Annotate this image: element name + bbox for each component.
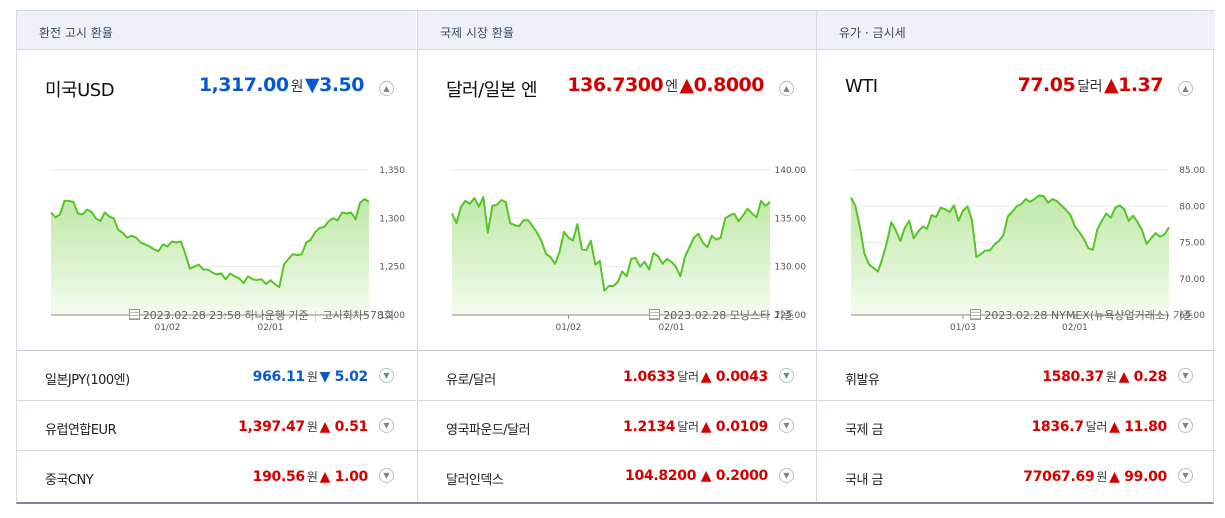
expand-toggle-button[interactable]: ▼ (379, 468, 394, 483)
y-tick-label: 130.00 (775, 263, 807, 273)
down-arrow-icon: ▼ (319, 369, 331, 385)
document-icon (649, 309, 661, 320)
x-tick-label: 01/03 (950, 323, 976, 333)
main-quote-value: 136.7300 엔 ▲0.8000 (567, 74, 764, 96)
area-fill (851, 195, 1169, 315)
expand-toggle-button[interactable]: ▼ (1178, 468, 1193, 483)
main-quote-name: 달러/일본 엔 (446, 80, 538, 101)
main-quote-name: WTI (845, 76, 878, 97)
expand-toggle-button[interactable]: ▼ (779, 418, 794, 433)
area-fill (452, 197, 770, 315)
main-quote-jpy[interactable]: 달러/일본 엔 136.7300 엔 ▲0.8000 ▲ 140.00 135.00 1… (418, 50, 816, 351)
expand-toggle-button[interactable]: ▼ (379, 418, 394, 433)
y-tick-label: 1,200 (379, 311, 405, 321)
y-tick-label: 75.00 (1179, 239, 1205, 249)
up-arrow-icon: ▲ (1109, 419, 1120, 435)
list-item[interactable]: 달러인덱스 104.8200 ▲ 0.2000 ▼ (418, 451, 816, 501)
down-arrow-icon: ▼ (304, 74, 320, 96)
x-tick-label: 01/02 (154, 323, 180, 333)
y-tick-label: 1,350 (379, 166, 405, 176)
collapse-toggle-button[interactable]: ▲ (1178, 81, 1193, 96)
panel-header: 환전 고시 환율 (17, 11, 416, 50)
y-tick-label: 1,250 (379, 263, 405, 273)
source-note: 2023.02.28 23:58 하나은행 기준 | 고시회차578회 (128, 307, 394, 323)
up-arrow-icon: ▲ (700, 468, 712, 484)
y-tick-label: 135.00 (775, 214, 807, 224)
up-arrow-icon: ▲ (319, 419, 331, 435)
x-tick-label: 02/01 (1062, 323, 1088, 333)
collapse-toggle-button[interactable]: ▲ (779, 81, 794, 96)
area-fill (51, 199, 369, 315)
main-quote-usd[interactable]: 미국USD 1,317.00 원 ▼3.50 ▲ 1,350 1,300 1,250 1,… (17, 50, 416, 351)
document-icon (128, 309, 140, 320)
panel-international-market: 국제 시장 환율 달러/일본 엔 136.7300 엔 ▲0.8000 ▲ 140.… (417, 11, 816, 502)
list-item[interactable]: 영국파운드/달러 1.2134 달러 ▲ 0.0109 ▼ (418, 401, 816, 451)
list-item[interactable]: 국내 금 77067.69 원 ▲ 99.00 ▼ (817, 451, 1215, 501)
chart-wti: 85.00 80.00 75.00 70.00 65.00 01/03 02/01 (850, 166, 1205, 333)
list-item[interactable]: 휘발유 1580.37 원 ▲ 0.28 ▼ (817, 351, 1215, 401)
expand-toggle-button[interactable]: ▼ (379, 368, 394, 383)
source-note: 2023.02.28 모닝스타 기준 (649, 307, 794, 323)
document-icon (970, 309, 982, 320)
main-quote-name: 미국USD (45, 80, 115, 101)
series-line (850, 194, 1170, 273)
expand-toggle-button[interactable]: ▼ (779, 368, 794, 383)
expand-toggle-button[interactable]: ▼ (779, 468, 794, 483)
list-item[interactable]: 일본JPY(100엔) 966.11 원 ▼ 5.02 ▼ (17, 351, 416, 401)
list-item[interactable]: 중국CNY 190.56 원 ▲ 1.00 ▼ (17, 451, 416, 501)
y-tick-label: 140.00 (775, 166, 807, 176)
series-line (50, 198, 370, 288)
up-arrow-icon: ▲ (1118, 369, 1130, 385)
main-quote-value: 77.05 달러 ▲1.37 (1017, 74, 1164, 96)
chart-jpy: 140.00 135.00 130.00 125.00 01/02 02/01 (451, 166, 807, 333)
panel-header: 유가 · 금시세 (817, 11, 1215, 50)
x-tick-label: 02/01 (658, 323, 684, 333)
series-line (451, 196, 771, 292)
y-tick-label: 125.00 (775, 311, 807, 321)
panel-oil-gold: 유가 · 금시세 WTI 77.05 달러 ▲1.37 ▲ 85.00 80.00 75… (816, 11, 1215, 502)
y-tick-label: 85.00 (1179, 166, 1205, 176)
up-arrow-icon: ▲ (679, 74, 695, 96)
y-tick-label: 70.00 (1179, 275, 1205, 285)
up-arrow-icon: ▲ (319, 469, 331, 485)
y-tick-label: 80.00 (1179, 202, 1205, 212)
x-tick-label: 02/01 (257, 323, 283, 333)
panel-exchange-notice: 환전 고시 환율 미국USD 1,317.00 원 ▼3.50 ▲ 1,350 1,3… (17, 11, 416, 502)
x-tick-label: 01/02 (555, 323, 581, 333)
expand-toggle-button[interactable]: ▼ (1178, 368, 1193, 383)
list-item[interactable]: 국제 금 1836.7 달러 ▲ 11.80 ▼ (817, 401, 1215, 451)
up-arrow-icon: ▲ (700, 369, 712, 385)
up-arrow-icon: ▲ (1103, 74, 1119, 96)
y-tick-label: 1,300 (379, 214, 405, 224)
main-quote-value: 1,317.00 원 ▼3.50 (198, 74, 365, 96)
up-arrow-icon: ▲ (700, 419, 712, 435)
list-item[interactable]: 유로/달러 1.0633 달러 ▲ 0.0043 ▼ (418, 351, 816, 401)
source-note: 2023.02.28 NYMEX(뉴욕상업거래소) 기준 (970, 307, 1193, 323)
exchange-rate-widget: 환전 고시 환율 미국USD 1,317.00 원 ▼3.50 ▲ 1,350 1,3… (16, 10, 1215, 504)
chart-usd: 1,350 1,300 1,250 1,200 01/02 02/01 (50, 166, 405, 333)
up-arrow-icon: ▲ (1109, 469, 1120, 485)
panel-header: 국제 시장 환율 (418, 11, 816, 50)
collapse-toggle-button[interactable]: ▲ (379, 81, 394, 96)
expand-toggle-button[interactable]: ▼ (1178, 418, 1193, 433)
list-item[interactable]: 유럽연합EUR 1,397.47 원 ▲ 0.51 ▼ (17, 401, 416, 451)
main-quote-wti[interactable]: WTI 77.05 달러 ▲1.37 ▲ 85.00 80.00 75.00 70.00 6… (817, 50, 1215, 351)
y-tick-label: 65.00 (1179, 311, 1205, 321)
